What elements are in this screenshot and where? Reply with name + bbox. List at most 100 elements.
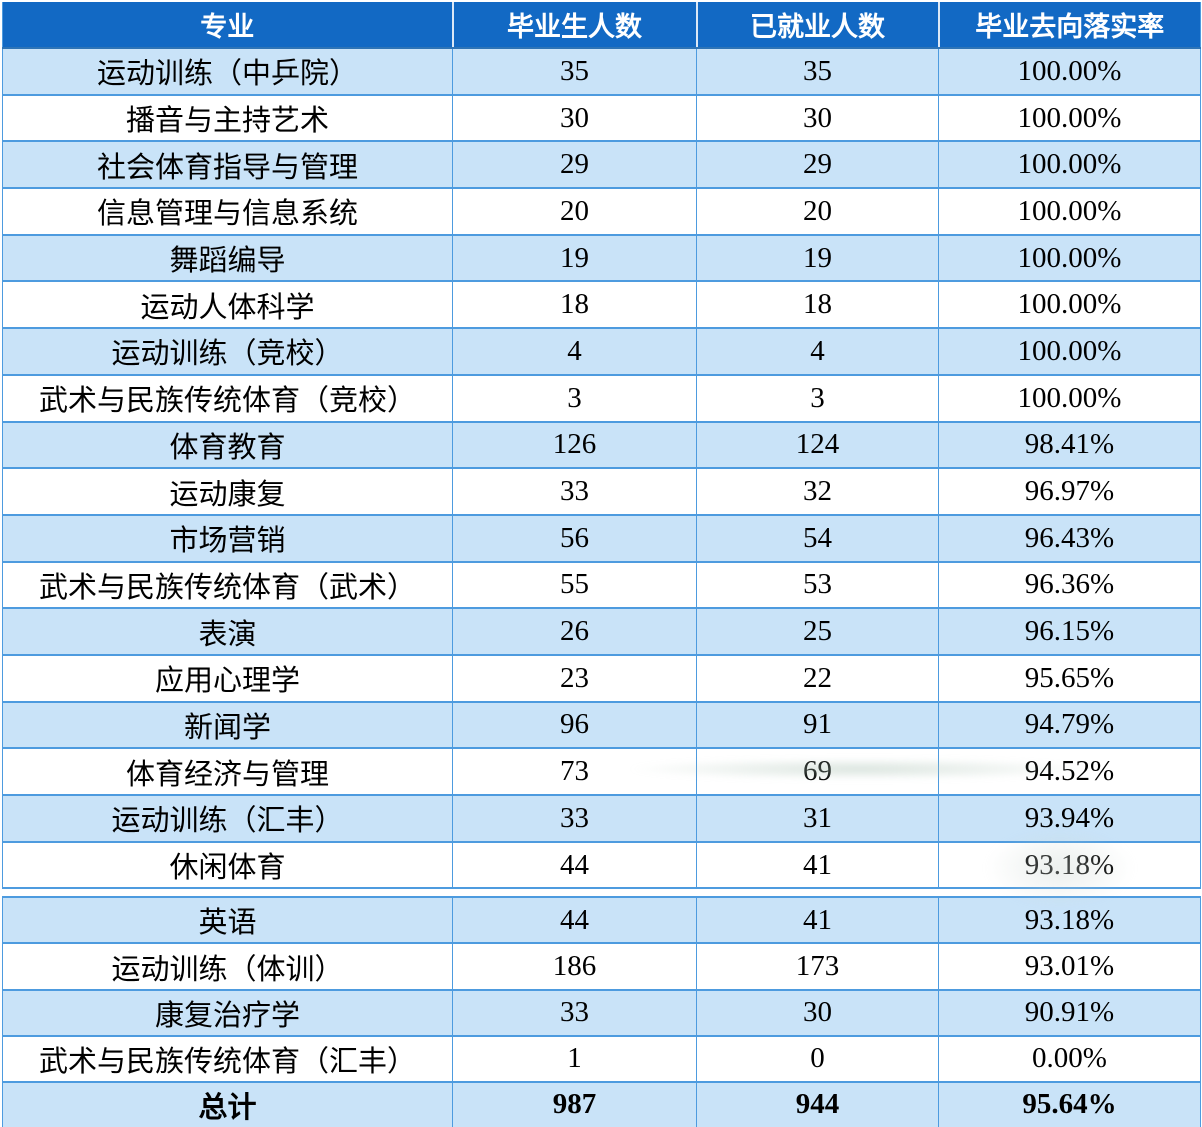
table-row: 体育经济与管理 73 69 94.52% (2, 747, 1201, 796)
table-row: 市场营销 56 54 96.43% (2, 513, 1201, 563)
col-header-employed: 已就业人数 (695, 2, 939, 49)
value-cell: 18 (696, 280, 939, 330)
employment-table-main: 专业 毕业生人数 已就业人数 毕业去向落实率 运动训练（中乒院） 35 35 100.… (2, 2, 1201, 890)
table-row: 应用心理学 23 22 95.65% (2, 653, 1201, 703)
table-row: 信息管理与信息系统 20 20 100.00% (2, 187, 1201, 236)
col-header-major: 专业 (2, 2, 453, 49)
total-row: 总计 987 944 95.64% (2, 1080, 1201, 1127)
table-row: 运动训练（竞校） 4 4 100.00% (2, 327, 1201, 376)
total-value-cell: 987 (452, 1080, 697, 1127)
value-cell: 96 (452, 700, 697, 750)
value-cell: 29 (452, 140, 697, 190)
value-cell: 93.18% (938, 896, 1201, 945)
total-value-cell: 944 (696, 1080, 939, 1127)
value-cell: 94.52% (938, 747, 1201, 796)
value-cell: 29 (696, 140, 939, 190)
total-value-cell: 95.64% (938, 1080, 1201, 1127)
value-cell: 124 (696, 420, 939, 470)
major-cell: 运动训练（体训） (2, 942, 453, 991)
major-cell: 舞蹈编导 (2, 233, 453, 283)
table-row: 播音与主持艺术 30 30 100.00% (2, 93, 1201, 143)
major-cell: 体育经济与管理 (2, 747, 453, 796)
value-cell: 100.00% (938, 280, 1201, 330)
value-cell: 44 (452, 896, 697, 945)
major-cell: 运动训练（汇丰） (2, 794, 453, 843)
value-cell: 18 (452, 280, 697, 330)
employment-table-continued: 英语 44 41 93.18% 运动训练（体训） 186 173 93.01% 康复治疗学 33 3… (2, 896, 1201, 1127)
table-row: 康复治疗学 33 30 90.91% (2, 988, 1201, 1037)
value-cell: 26 (452, 607, 697, 656)
value-cell: 0.00% (938, 1034, 1201, 1083)
value-cell: 3 (452, 373, 697, 423)
major-cell: 体育教育 (2, 420, 453, 470)
major-cell: 武术与民族传统体育（竞校） (2, 373, 453, 423)
value-cell: 32 (696, 467, 939, 516)
value-cell: 173 (696, 942, 939, 991)
table-row: 运动训练（汇丰） 33 31 93.94% (2, 794, 1201, 843)
value-cell: 30 (696, 988, 939, 1037)
value-cell: 44 (452, 840, 697, 890)
table-row: 运动训练（体训） 186 173 93.01% (2, 942, 1201, 991)
table-row: 武术与民族传统体育（武术） 55 53 96.36% (2, 560, 1201, 610)
value-cell: 96.15% (938, 607, 1201, 656)
value-cell: 4 (452, 327, 697, 376)
value-cell: 100.00% (938, 233, 1201, 283)
value-cell: 98.41% (938, 420, 1201, 470)
major-cell: 应用心理学 (2, 653, 453, 703)
table-row: 社会体育指导与管理 29 29 100.00% (2, 140, 1201, 190)
table-row: 武术与民族传统体育（竞校） 3 3 100.00% (2, 373, 1201, 423)
value-cell: 35 (696, 47, 939, 96)
major-cell: 运动康复 (2, 467, 453, 516)
value-cell: 22 (696, 653, 939, 703)
value-cell: 25 (696, 607, 939, 656)
value-cell: 100.00% (938, 327, 1201, 376)
value-cell: 19 (696, 233, 939, 283)
col-header-graduates: 毕业生人数 (451, 2, 697, 49)
major-cell: 表演 (2, 607, 453, 656)
major-cell: 信息管理与信息系统 (2, 187, 453, 236)
value-cell: 0 (696, 1034, 939, 1083)
value-cell: 95.65% (938, 653, 1201, 703)
header-row: 专业 毕业生人数 已就业人数 毕业去向落实率 (2, 2, 1201, 49)
value-cell: 69 (696, 747, 939, 796)
table-row: 运动人体科学 18 18 100.00% (2, 280, 1201, 330)
value-cell: 73 (452, 747, 697, 796)
major-cell: 英语 (2, 896, 453, 945)
col-header-rate: 毕业去向落实率 (937, 2, 1201, 49)
value-cell: 93.18% (938, 840, 1201, 890)
table-row: 休闲体育 44 41 93.18% (2, 840, 1201, 890)
value-cell: 1 (452, 1034, 697, 1083)
value-cell: 93.94% (938, 794, 1201, 843)
value-cell: 31 (696, 794, 939, 843)
value-cell: 96.43% (938, 513, 1201, 563)
value-cell: 93.01% (938, 942, 1201, 991)
major-cell: 运动训练（中乒院） (2, 47, 453, 96)
value-cell: 100.00% (938, 47, 1201, 96)
major-cell: 运动训练（竞校） (2, 327, 453, 376)
value-cell: 19 (452, 233, 697, 283)
table-row: 体育教育 126 124 98.41% (2, 420, 1201, 470)
major-cell: 武术与民族传统体育（武术） (2, 560, 453, 610)
value-cell: 94.79% (938, 700, 1201, 750)
value-cell: 35 (452, 47, 697, 96)
value-cell: 30 (452, 93, 697, 143)
table-row: 舞蹈编导 19 19 100.00% (2, 233, 1201, 283)
table-section-gap (0, 889, 1202, 897)
value-cell: 54 (696, 513, 939, 563)
value-cell: 20 (696, 187, 939, 236)
major-cell: 休闲体育 (2, 840, 453, 890)
value-cell: 96.36% (938, 560, 1201, 610)
value-cell: 91 (696, 700, 939, 750)
table-row: 新闻学 96 91 94.79% (2, 700, 1201, 750)
table-body-top: 运动训练（中乒院） 35 35 100.00% 播音与主持艺术 30 30 100.00% 社会… (2, 47, 1201, 890)
table-row: 表演 26 25 96.15% (2, 607, 1201, 656)
value-cell: 33 (452, 988, 697, 1037)
value-cell: 33 (452, 794, 697, 843)
value-cell: 96.97% (938, 467, 1201, 516)
value-cell: 100.00% (938, 93, 1201, 143)
value-cell: 4 (696, 327, 939, 376)
value-cell: 100.00% (938, 373, 1201, 423)
value-cell: 41 (696, 840, 939, 890)
major-cell: 康复治疗学 (2, 988, 453, 1037)
